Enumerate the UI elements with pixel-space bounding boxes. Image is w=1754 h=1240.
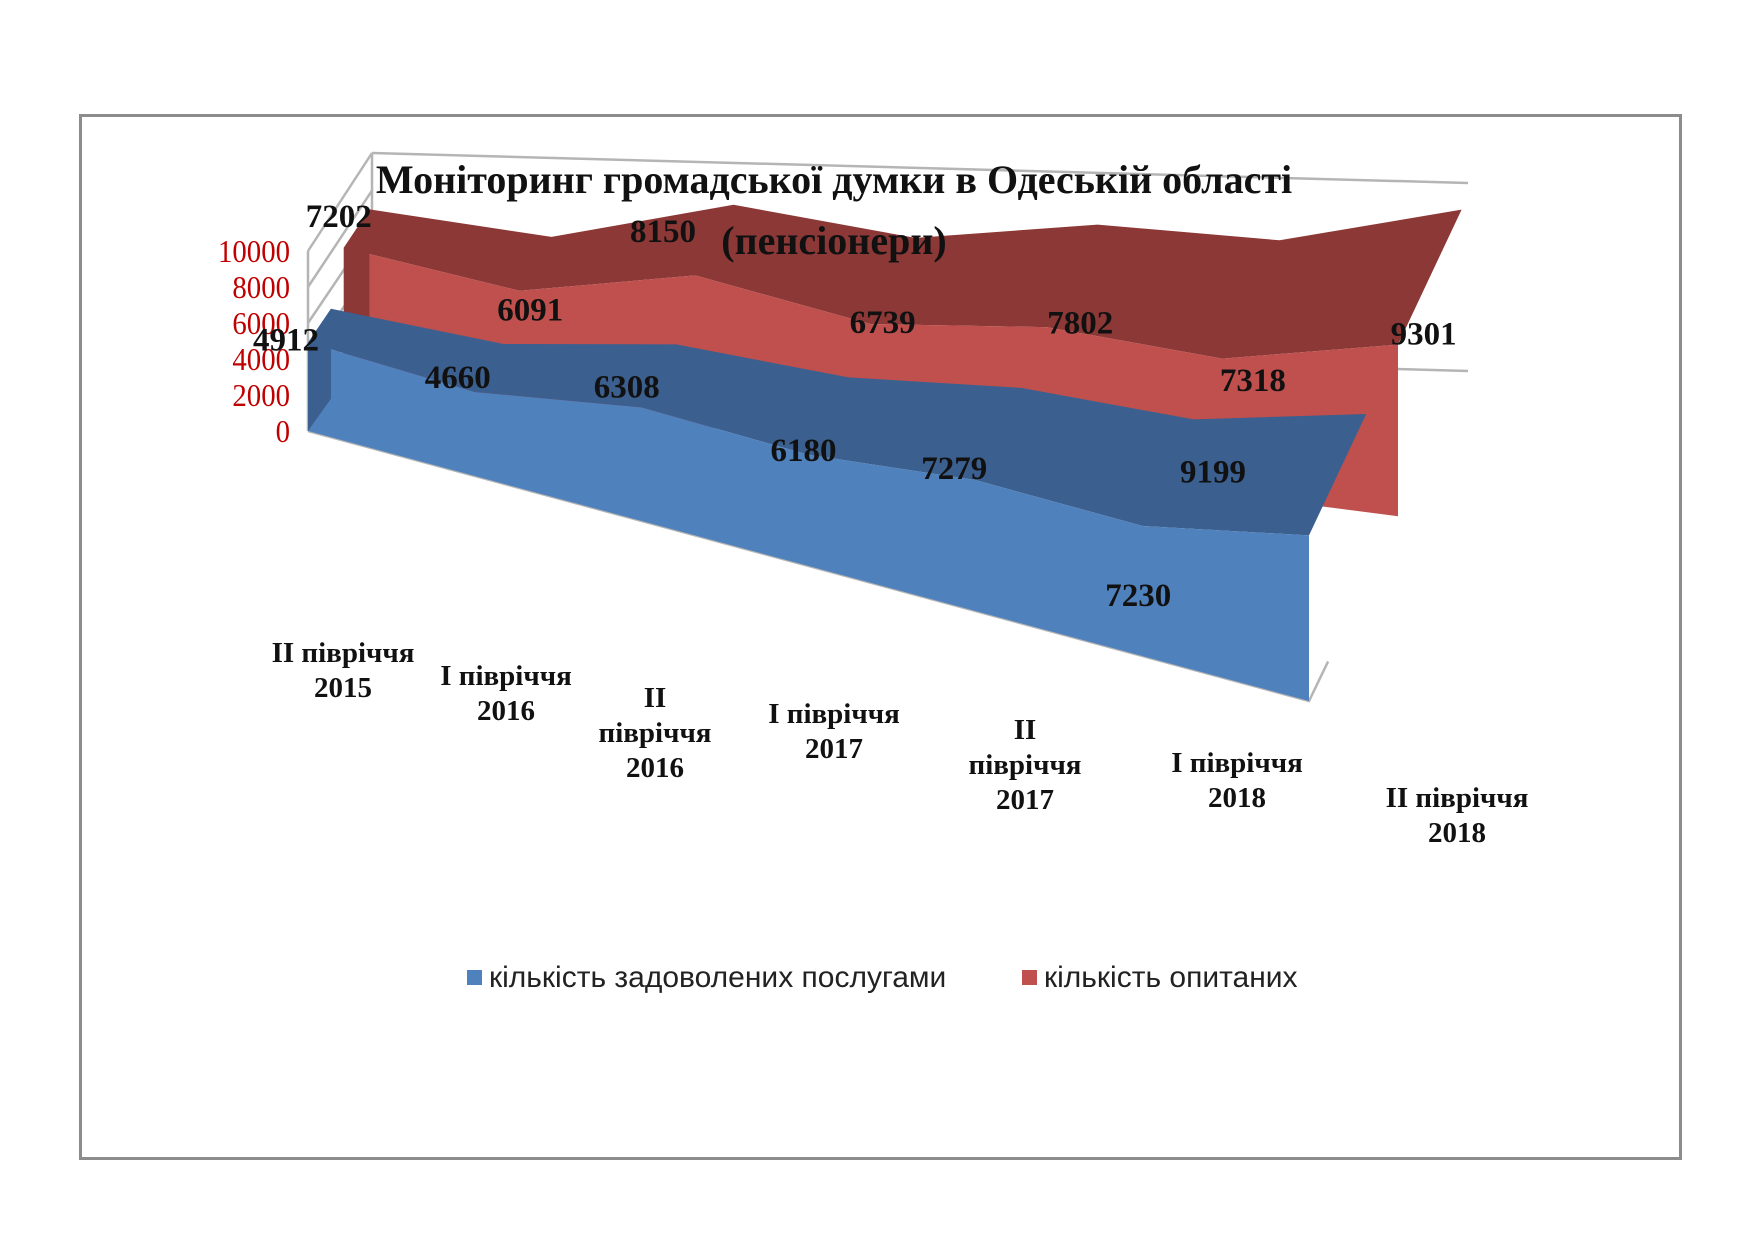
x-axis-ticks: II півріччя 2015 I півріччя 2016 II півріччя 2… (272, 637, 1529, 849)
legend-swatch (467, 970, 482, 985)
legend-label: кількість опитаних (1044, 961, 1298, 994)
back-wall-top-edge (371, 151, 1469, 185)
chart-title-line: (пенсіонери) (721, 218, 946, 263)
data-label: 7279 (921, 451, 987, 487)
series-top-satisfied (308, 308, 1367, 536)
series-top-surveyed (343, 204, 1462, 359)
y-tick-label: 8000 (232, 270, 290, 306)
y-tick-label: 0 (276, 414, 290, 450)
data-label: 4912 (253, 323, 319, 359)
data-label: 9301 (1391, 316, 1457, 352)
series-layer (308, 204, 1462, 701)
legend: кількість задоволених послугами кількість… (467, 961, 1298, 994)
side-wall-gridline (306, 189, 374, 288)
series-end-cap (308, 308, 331, 431)
legend-swatch (1022, 970, 1037, 985)
chart-title-line: Моніторинг громадської думки в Одеській … (376, 157, 1292, 202)
data-label: 6308 (594, 370, 660, 406)
x-tick-label: II півріччя 2015 (272, 637, 415, 704)
data-label: 8150 (630, 214, 696, 250)
x-tick-label: I півріччя 2016 (440, 660, 572, 727)
y-tick-label: 10000 (218, 234, 290, 270)
y-tick-label: 4000 (232, 342, 290, 378)
chart-title: Моніторинг громадської думки в Одеській … (376, 157, 1292, 263)
y-tick-label: 6000 (232, 306, 290, 342)
x-tick-label: II півріччя 2016 (598, 682, 711, 784)
x-tick-label: I півріччя 2017 (768, 698, 900, 765)
data-label: 7202 (306, 199, 372, 235)
data-labels: 7202 6091 8150 6739 7802 7318 9301 4912 4660 6308… (253, 199, 1457, 614)
series-area-satisfied (308, 342, 1309, 701)
chart-frame: 0 2000 4000 6000 8000 10000 II півріччя 2015 I … (79, 114, 1682, 1160)
side-wall-gridline (306, 152, 374, 252)
data-label: 9199 (1180, 454, 1246, 490)
x-tick-label: II півріччя 2018 (1386, 782, 1529, 849)
y-tick-label: 2000 (232, 378, 290, 414)
data-label: 6739 (850, 305, 916, 341)
x-tick-label: I півріччя 2018 (1171, 747, 1303, 814)
data-label: 7230 (1105, 578, 1171, 614)
data-label: 4660 (425, 360, 491, 396)
x-tick-label: II півріччя 2017 (968, 714, 1081, 816)
legend-label: кількість задоволених послугами (489, 961, 946, 994)
data-label: 6180 (771, 433, 837, 469)
data-label: 7318 (1220, 363, 1286, 399)
data-label: 6091 (497, 293, 563, 329)
data-label: 7802 (1047, 306, 1113, 342)
